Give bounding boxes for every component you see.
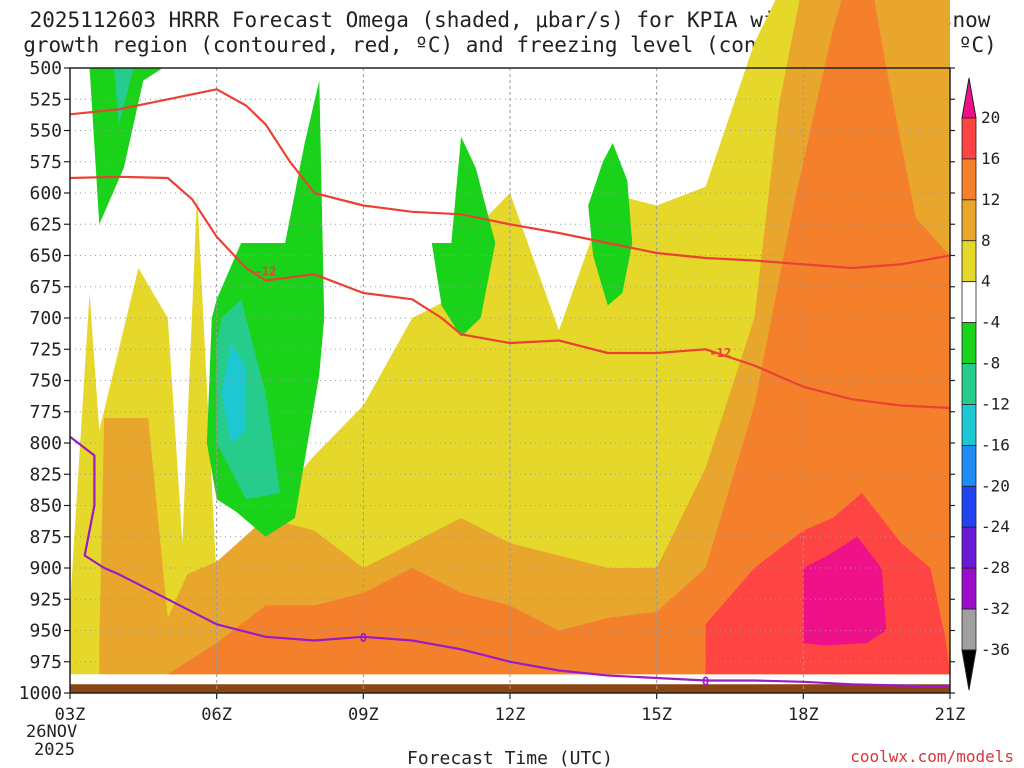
colorbar-box-4 <box>961 281 977 324</box>
colorbar-box-3 <box>961 240 977 283</box>
date-label-day: 26NOV <box>26 722 77 742</box>
colorbar-label-3: 8 <box>981 231 991 250</box>
colorbar-label-10: -24 <box>981 517 1010 536</box>
contour-label-1: -12 <box>709 346 731 360</box>
y-tick-label-675: 675 <box>29 277 62 298</box>
colorbar-label-5: -4 <box>981 313 1000 332</box>
x-tick-label-0: 03Z <box>55 705 86 725</box>
x-axis: 03Z 06Z 09Z 12Z 15Z 18Z 21Z <box>55 693 966 725</box>
y-tick-label-575: 575 <box>29 152 62 173</box>
colorbar-label-13: -36 <box>981 640 1010 659</box>
y-tick-label-625: 625 <box>29 214 62 235</box>
credit-text[interactable]: coolwx.com/models <box>850 747 1014 766</box>
colorbar-label-1: 16 <box>981 149 1000 168</box>
y-tick-label-900: 900 <box>29 558 62 579</box>
colorbar-label-11: -28 <box>981 558 1010 577</box>
gridlines <box>70 68 950 693</box>
colorbar-box-7 <box>961 404 977 446</box>
contour-dendritic-lower <box>69 175 951 410</box>
contour-label-3: 0 <box>702 675 709 689</box>
x-tick-label-4: 15Z <box>641 705 672 725</box>
colorbar-label-12: -32 <box>981 599 1010 618</box>
contour-dendritic-upper <box>69 88 951 270</box>
colorbar-box-2 <box>961 199 977 242</box>
y-tick-label-600: 600 <box>29 183 62 204</box>
colorbar-label-0: 20 <box>981 108 1000 127</box>
y-tick-label-850: 850 <box>29 496 62 517</box>
y-tick-label-550: 550 <box>29 121 62 142</box>
omega-region-5 <box>89 68 163 225</box>
x-axis-label: Forecast Time (UTC) <box>407 748 613 768</box>
colorbar-box-10 <box>961 526 977 569</box>
colorbar-label-7: -12 <box>981 394 1010 413</box>
x-tick-label-6: 21Z <box>935 705 966 725</box>
colorbar-label-2: 12 <box>981 190 1000 209</box>
contour-freezing-level <box>69 435 951 688</box>
omega-region-7 <box>431 136 496 337</box>
colorbar-box-8 <box>961 444 977 487</box>
date-label-year: 2025 <box>34 740 75 760</box>
colorbar-label-6: -8 <box>981 354 1000 373</box>
contour-labels: -12 -12 0 0 <box>255 265 731 689</box>
colorbar: 20 16 12 8 4 -4 -8 -12 -16 -20 -24 -28 -32 -36 <box>961 77 1010 691</box>
colorbar-box-12 <box>961 608 977 651</box>
colorbar-top-arrow <box>961 77 977 119</box>
y-tick-label-875: 875 <box>29 527 62 548</box>
y-tick-label-700: 700 <box>29 308 62 329</box>
y-tick-label-975: 975 <box>29 652 62 673</box>
x-tick-label-2: 09Z <box>348 705 379 725</box>
colorbar-box-9 <box>961 485 977 528</box>
colorbar-box-6 <box>961 363 977 405</box>
colorbar-label-9: -20 <box>981 476 1010 495</box>
y-tick-label-500: 500 <box>29 58 62 79</box>
y-axis: 500 525 550 575 600 625 650 675 700 725 750 775 800 8… <box>19 58 955 704</box>
y-tick-label-650: 650 <box>29 246 62 267</box>
omega-region-11 <box>221 343 246 443</box>
contour-label-0: -12 <box>255 265 277 279</box>
y-tick-label-1000: 1000 <box>19 683 62 704</box>
y-tick-label-825: 825 <box>29 464 62 485</box>
y-tick-label-950: 950 <box>29 621 62 642</box>
colorbar-box-0 <box>961 117 977 160</box>
x-tick-label-1: 06Z <box>201 705 232 725</box>
y-tick-label-525: 525 <box>29 89 62 110</box>
colorbar-box-11 <box>961 567 977 610</box>
colorbar-box-1 <box>961 158 977 201</box>
y-tick-label-800: 800 <box>29 433 62 454</box>
y-tick-label-775: 775 <box>29 402 62 423</box>
x-tick-label-3: 12Z <box>495 705 526 725</box>
omega-region-2 <box>167 0 950 675</box>
colorbar-box-5 <box>961 322 977 364</box>
colorbar-label-4: 4 <box>981 272 991 291</box>
y-tick-label-725: 725 <box>29 339 62 360</box>
x-tick-label-5: 18Z <box>788 705 819 725</box>
colorbar-label-8: -16 <box>981 435 1010 454</box>
contour-label-2: 0 <box>360 631 367 645</box>
contour-lines <box>69 88 951 688</box>
y-tick-label-750: 750 <box>29 371 62 392</box>
omega-region-4 <box>803 536 887 646</box>
colorbar-bottom-arrow <box>961 649 977 691</box>
y-tick-label-925: 925 <box>29 589 62 610</box>
